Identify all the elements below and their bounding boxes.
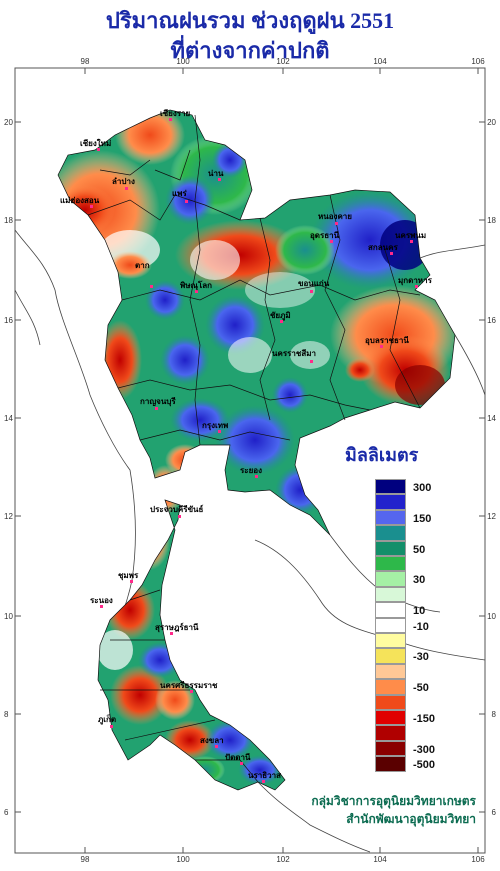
y-tick-label: 8 bbox=[492, 710, 497, 719]
x-tick-label: 100 bbox=[176, 57, 190, 66]
place-label: สงขลา bbox=[200, 736, 224, 745]
x-tick-label: 100 bbox=[176, 855, 190, 864]
place-label: นครศรีธรรมราช bbox=[160, 680, 218, 690]
y-tick-label: 16 bbox=[487, 316, 496, 325]
place-label: ชุมพร bbox=[118, 571, 139, 581]
legend-label: 150 bbox=[413, 512, 432, 525]
place-label: สุราษฎร์ธานี bbox=[155, 622, 199, 633]
legend-label: 30 bbox=[413, 574, 426, 587]
place-label: กาญจนบุรี bbox=[140, 396, 176, 407]
y-tick-label: 18 bbox=[4, 216, 13, 225]
legend-swatch bbox=[375, 648, 406, 664]
legend-swatch bbox=[375, 663, 406, 680]
y-tick-label: 6 bbox=[492, 808, 497, 817]
credit-line-1: กลุ่มวิชาการอุตุนิยมวิทยาเกษตร bbox=[311, 794, 476, 808]
place-label: อุบลราชธานี bbox=[365, 335, 409, 346]
x-tick-label: 106 bbox=[471, 855, 485, 864]
place-label: แพร่ bbox=[172, 189, 187, 198]
y-tick-label: 20 bbox=[487, 118, 496, 127]
place-label: เชียงใหม่ bbox=[80, 138, 111, 148]
map-title: ปริมาณฝนรวม ช่วงฤดูฝน 2551 bbox=[105, 8, 395, 33]
place-label: มุกดาหาร bbox=[398, 276, 433, 286]
place-label: สกลนคร bbox=[368, 243, 398, 252]
x-tick-label: 98 bbox=[81, 855, 90, 864]
y-tick-label: 6 bbox=[4, 808, 9, 817]
legend-label: 300 bbox=[413, 482, 432, 494]
x-tick-label: 104 bbox=[373, 57, 387, 66]
y-tick-label: 14 bbox=[487, 414, 496, 423]
place-label: ชัยภูมิ bbox=[270, 311, 291, 321]
legend-label: -30 bbox=[413, 651, 429, 664]
legend-swatch bbox=[375, 479, 406, 495]
y-tick-label: 8 bbox=[4, 710, 9, 719]
place-label: ขอนแก่น bbox=[298, 279, 330, 288]
place-label: นครราชสีมา bbox=[272, 348, 316, 358]
credit-line-2: สำนักพัฒนาอุตุนิยมวิทยา bbox=[346, 812, 476, 826]
y-tick-label: 18 bbox=[487, 216, 496, 225]
legend-swatch bbox=[375, 571, 406, 587]
place-label: นราธิวาส bbox=[248, 771, 281, 780]
y-tick-label: 12 bbox=[4, 512, 13, 521]
x-tick-label: 106 bbox=[471, 57, 485, 66]
place-label: กรุงเทพ bbox=[202, 421, 228, 431]
place-label: ตาก bbox=[135, 261, 150, 270]
place-label: นครพนม bbox=[395, 231, 426, 240]
legend-swatch bbox=[375, 540, 406, 556]
place-label: พิษณุโลก bbox=[180, 280, 212, 291]
place-label: ปัตตานี bbox=[225, 752, 251, 762]
x-tick-label: 98 bbox=[81, 57, 90, 66]
legend-swatch bbox=[375, 710, 406, 726]
place-label: แม่ฮ่องสอน bbox=[60, 196, 100, 205]
legend-swatch bbox=[375, 556, 406, 572]
place-label: ระยอง bbox=[240, 466, 262, 475]
y-tick-label: 12 bbox=[487, 512, 496, 521]
legend-label: -500 bbox=[413, 759, 436, 772]
place-label: ประจวบคีรีขันธ์ bbox=[150, 504, 204, 514]
legend-label: 50 bbox=[413, 543, 426, 556]
legend-label: -150 bbox=[413, 713, 436, 725]
place-label: อุดรธานี bbox=[310, 230, 340, 241]
legend-swatch bbox=[375, 525, 406, 541]
legend-title: มิลลิเมตร bbox=[345, 445, 419, 465]
legend-label: 10 bbox=[413, 605, 426, 618]
legend-swatch bbox=[375, 602, 406, 618]
legend-swatch bbox=[375, 509, 406, 526]
legend-swatch bbox=[375, 633, 406, 649]
legend-swatch bbox=[375, 494, 406, 510]
legend-label: -10 bbox=[413, 620, 429, 633]
legend-swatch bbox=[375, 740, 406, 757]
y-tick-label: 20 bbox=[4, 118, 13, 127]
legend-label: -50 bbox=[413, 682, 429, 695]
legend-swatch bbox=[375, 617, 406, 633]
map-subtitle: ที่ต่างจากค่าปกติ bbox=[170, 38, 330, 63]
place-label: เชียงราย bbox=[160, 108, 191, 118]
legend-swatch bbox=[375, 694, 406, 710]
station-markers bbox=[90, 118, 418, 783]
x-tick-label: 102 bbox=[276, 855, 290, 864]
province-borders bbox=[57, 109, 456, 791]
place-label: หนองคาย bbox=[318, 212, 352, 221]
y-tick-label: 10 bbox=[487, 612, 496, 621]
legend-swatch bbox=[375, 725, 406, 741]
y-tick-label: 14 bbox=[4, 414, 13, 423]
y-tick-label: 10 bbox=[4, 612, 13, 621]
place-label: ระนอง bbox=[90, 596, 113, 605]
place-label: ลำปาง bbox=[112, 177, 135, 186]
place-labels: เชียงรายเชียงใหม่น่านลำปางแพร่แม่ฮ่องสอน… bbox=[60, 108, 433, 780]
legend-swatch bbox=[375, 756, 406, 772]
y-tick-label: 16 bbox=[4, 316, 13, 325]
place-label: ภูเก็ต bbox=[98, 713, 116, 725]
legend-label: -300 bbox=[413, 743, 436, 756]
place-label: น่าน bbox=[208, 169, 224, 178]
legend-swatch bbox=[375, 586, 406, 603]
x-tick-label: 102 bbox=[276, 57, 290, 66]
legend-swatch bbox=[375, 679, 406, 695]
x-tick-label: 104 bbox=[373, 855, 387, 864]
